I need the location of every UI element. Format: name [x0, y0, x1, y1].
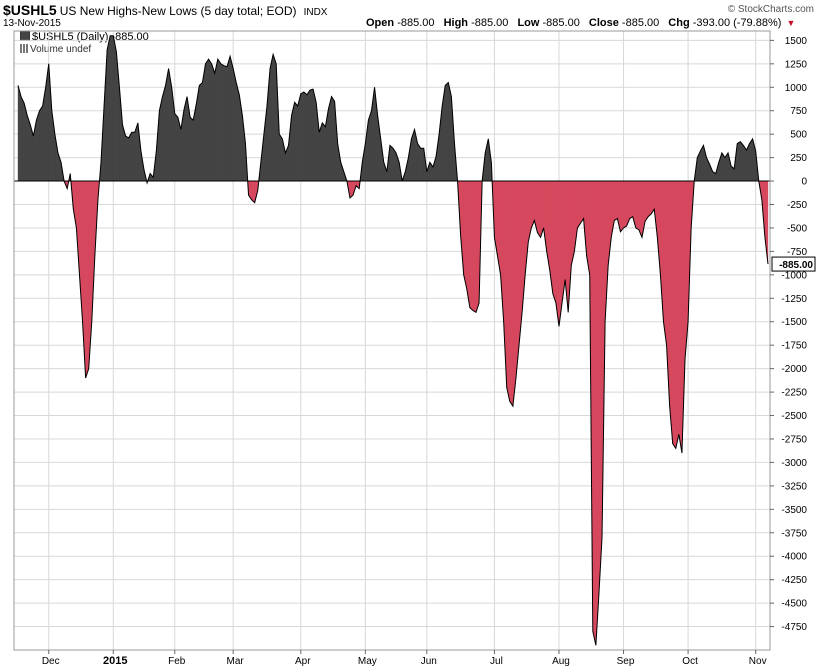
chg-value: -393.00 (-79.88%)	[692, 17, 782, 29]
x-tick-label: Jul	[490, 656, 503, 667]
y-tick-label: 250	[790, 153, 807, 164]
y-tick-label: 1000	[785, 83, 808, 94]
low-label: Low	[517, 17, 540, 29]
y-tick-label: -1750	[781, 341, 807, 352]
x-tick-label: Oct	[682, 656, 698, 667]
series-line	[17, 35, 769, 646]
chg-label: Chg	[668, 17, 690, 29]
chart-date: 13-Nov-2015	[3, 18, 61, 29]
x-axis: Dec 2015 Feb Mar Apr May Jun Jul Aug Sep Oct Nov	[42, 650, 767, 667]
x-tick-label: Mar	[227, 656, 245, 667]
y-tick-label: 500	[790, 130, 807, 141]
x-tick-label: 2015	[103, 655, 127, 667]
y-tick-label: -2000	[781, 364, 807, 375]
x-tick-label: Sep	[617, 656, 635, 667]
y-tick-label: 0	[801, 177, 807, 188]
y-tick-label: -2250	[781, 388, 807, 399]
y-tick-label: -1250	[781, 294, 807, 305]
y-tick-label: -4000	[781, 552, 807, 563]
x-tick-label: Feb	[168, 656, 186, 667]
y-tick-label: -500	[787, 223, 807, 234]
y-tick-label: -4500	[781, 599, 807, 610]
exchange: INDX	[303, 7, 328, 18]
y-tick-label: -3500	[781, 505, 807, 516]
y-axis: 1500 1250 1000 750 500 250 0 -250 -500 -750 -1000 -…	[770, 36, 807, 633]
ohlc-readout: Open -885.00 High -885.00 Low -885.00 Cl…	[366, 17, 801, 29]
stockcharts-logo: © StockCharts.com	[727, 4, 814, 15]
y-tick-label: -250	[787, 200, 807, 211]
last-value-label: -885.00	[779, 260, 813, 271]
x-tick-label: Jun	[421, 656, 437, 667]
y-tick-label: -2750	[781, 434, 807, 445]
x-tick-label: Apr	[295, 656, 311, 667]
low-value: -885.00	[542, 17, 580, 29]
high-value: -885.00	[471, 17, 509, 29]
y-tick-label: -3000	[781, 458, 807, 469]
x-tick-label: Nov	[749, 656, 767, 667]
y-tick-label: -1000	[781, 270, 807, 281]
y-tick-label: 750	[790, 106, 807, 117]
y-tick-label: -3250	[781, 481, 807, 492]
x-tick-label: May	[358, 656, 377, 667]
legend-volume: Volume undef	[20, 43, 149, 56]
y-tick-label: -4250	[781, 575, 807, 586]
close-label: Close	[588, 17, 619, 29]
close-value: -885.00	[621, 17, 660, 29]
y-tick-label: -2500	[781, 411, 807, 422]
chart-header: $USHL5 US New Highs-New Lows (5 day tota…	[3, 2, 327, 18]
negative-area	[63, 180, 769, 646]
last-value-flag: -885.00	[771, 256, 816, 272]
y-tick-label: 1250	[785, 59, 808, 70]
plot-frame	[13, 30, 771, 651]
symbol-description: US New Highs-New Lows (5 day total; EOD)	[59, 4, 297, 18]
volume-bars-icon	[20, 44, 28, 53]
y-tick-label: 1500	[785, 36, 808, 47]
y-tick-label: -1500	[781, 317, 807, 328]
legend-volume-label: Volume undef	[30, 44, 92, 55]
y-tick-label: -750	[787, 247, 807, 258]
x-tick-label: Aug	[552, 656, 570, 667]
grid	[14, 31, 770, 650]
high-label: High	[443, 17, 469, 29]
last-value-box	[771, 256, 816, 272]
down-arrow-icon: ▼	[786, 18, 796, 28]
x-tick-label: Dec	[42, 656, 60, 667]
open-label: Open	[366, 17, 395, 29]
y-tick-label: -4750	[781, 622, 807, 633]
symbol: $USHL5	[3, 2, 57, 18]
y-tick-label: -3750	[781, 528, 807, 539]
open-value: -885.00	[397, 17, 435, 29]
